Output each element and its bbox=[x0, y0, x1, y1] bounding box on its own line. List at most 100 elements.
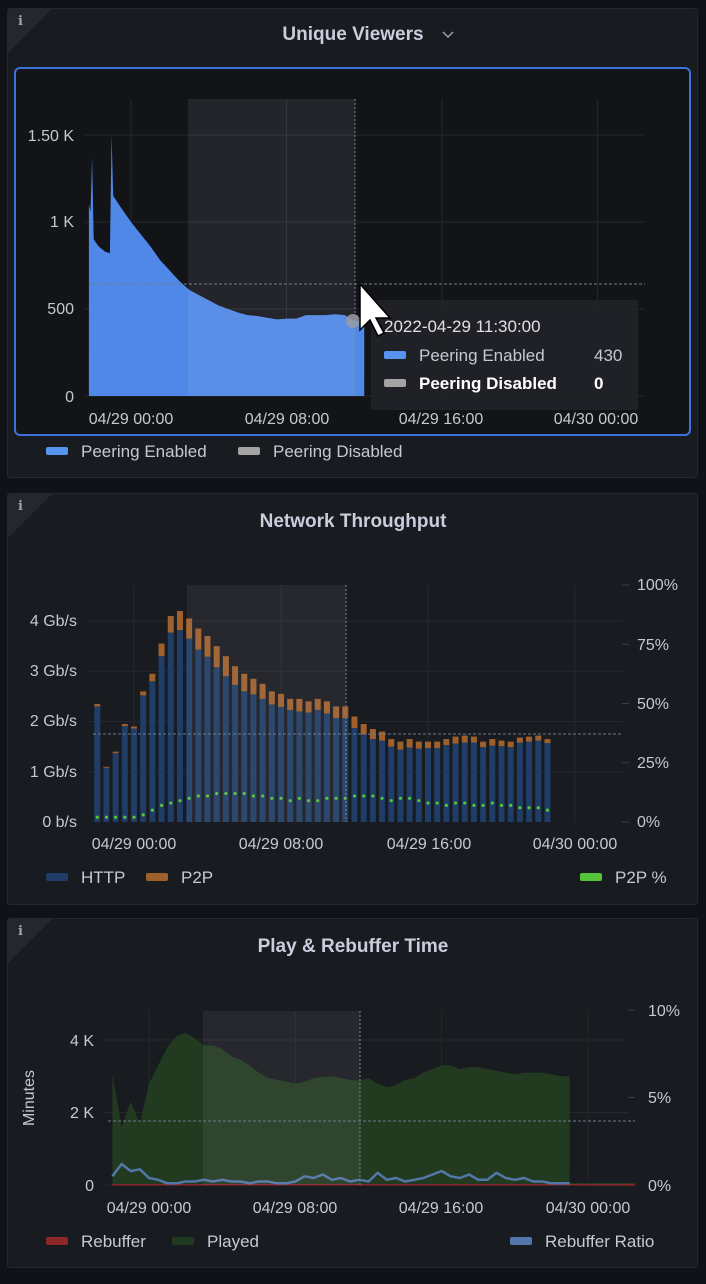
bar-http bbox=[278, 706, 284, 822]
bar-p2p bbox=[259, 683, 266, 699]
panel-title[interactable]: Play & Rebuffer Time bbox=[258, 936, 449, 957]
y-tick-label: 500 bbox=[47, 301, 74, 318]
bar-http bbox=[250, 694, 257, 822]
legend-swatch bbox=[510, 1237, 532, 1245]
point-p2p-pct bbox=[325, 796, 329, 800]
point-p2p-pct bbox=[95, 815, 99, 819]
point-p2p-pct bbox=[426, 801, 430, 805]
y-tick-label: 0 bbox=[65, 389, 74, 406]
panel-network-throughput: i bbox=[7, 493, 698, 905]
point-p2p-pct bbox=[352, 794, 357, 798]
x-tick-label: 04/29 16:00 bbox=[399, 1200, 484, 1217]
bar-p2p bbox=[323, 701, 330, 714]
series-area-played bbox=[112, 1032, 570, 1185]
tooltip-swatch bbox=[384, 379, 406, 387]
legend-item-played[interactable]: Played bbox=[207, 1232, 259, 1251]
bar-http bbox=[222, 676, 229, 822]
x-tick-label: 04/29 16:00 bbox=[399, 411, 484, 428]
bar-p2p bbox=[470, 736, 477, 743]
legend-item-peering-disabled[interactable]: Peering Disabled bbox=[273, 442, 402, 461]
x-tick-label: 04/29 08:00 bbox=[253, 1200, 338, 1217]
info-icon[interactable]: i bbox=[18, 499, 23, 514]
legend-item-peering-enabled[interactable]: Peering Enabled bbox=[81, 442, 207, 461]
bar-http bbox=[232, 684, 239, 822]
point-p2p-pct bbox=[288, 799, 292, 803]
point-p2p-pct bbox=[545, 808, 550, 812]
point-p2p-pct bbox=[490, 801, 494, 805]
bar-p2p bbox=[314, 698, 321, 710]
bar-http bbox=[397, 749, 404, 822]
bar-p2p bbox=[434, 741, 441, 749]
bar-p2p bbox=[241, 673, 248, 692]
bar-p2p bbox=[397, 741, 404, 750]
bar-http bbox=[103, 767, 110, 822]
legend-swatch bbox=[238, 447, 260, 455]
bar-http bbox=[388, 746, 395, 822]
bar-p2p bbox=[480, 741, 487, 748]
bar-http bbox=[452, 743, 459, 822]
y-tick-label: 1 Gb/s bbox=[30, 764, 77, 781]
hover-point bbox=[346, 314, 360, 328]
panel-title[interactable]: Network Throughput bbox=[260, 511, 447, 532]
point-p2p-pct bbox=[233, 791, 237, 796]
point-p2p-pct bbox=[472, 803, 476, 808]
y2-tick-label: 0% bbox=[648, 1178, 671, 1195]
point-p2p-pct bbox=[159, 803, 164, 808]
tooltip-swatch bbox=[384, 351, 406, 359]
x-tick-label: 04/29 16:00 bbox=[387, 836, 472, 853]
bar-p2p bbox=[379, 731, 386, 741]
series-line-rebuffer-ratio bbox=[111, 1162, 570, 1185]
point-p2p-pct bbox=[536, 806, 540, 810]
x-tick-label: 04/30 00:00 bbox=[546, 1200, 631, 1217]
point-p2p-pct bbox=[196, 794, 200, 798]
y2-tick-label: 75% bbox=[637, 637, 669, 654]
bar-p2p bbox=[333, 706, 340, 718]
bar-p2p bbox=[195, 628, 202, 650]
bar-p2p bbox=[526, 736, 533, 742]
bar-p2p bbox=[415, 741, 422, 749]
panel-info-corner[interactable] bbox=[8, 494, 52, 538]
bar-p2p bbox=[140, 691, 147, 696]
point-p2p-pct bbox=[215, 791, 219, 796]
y-tick-label: 2 K bbox=[70, 1105, 94, 1122]
bar-http bbox=[268, 704, 275, 822]
bar-p2p bbox=[94, 703, 101, 707]
bar-p2p bbox=[544, 739, 551, 744]
chevron-down-icon[interactable] bbox=[442, 31, 454, 39]
panel-info-corner[interactable] bbox=[8, 919, 52, 963]
bar-http bbox=[195, 649, 202, 822]
bar-p2p bbox=[498, 740, 505, 747]
point-p2p-pct bbox=[481, 803, 485, 808]
point-p2p-pct bbox=[306, 799, 311, 803]
legend-item-rebuffer-ratio[interactable]: Rebuffer Ratio bbox=[545, 1232, 654, 1251]
bar-p2p bbox=[443, 739, 450, 746]
x-tick-label: 04/29 08:00 bbox=[239, 836, 324, 853]
info-icon[interactable]: i bbox=[18, 14, 23, 29]
legend-item-p2p[interactable]: P2P bbox=[181, 868, 213, 887]
bar-p2p bbox=[507, 741, 514, 748]
panel-info-corner[interactable] bbox=[8, 9, 52, 53]
bar-p2p bbox=[131, 726, 137, 729]
tooltip-label: Peering Enabled bbox=[419, 346, 545, 365]
bar-http bbox=[112, 753, 119, 822]
legend-item-p2p-pct[interactable]: P2P % bbox=[615, 868, 667, 887]
legend-swatch bbox=[146, 873, 168, 881]
point-p2p-pct bbox=[169, 801, 173, 805]
info-icon[interactable]: i bbox=[18, 924, 23, 939]
bar-http bbox=[369, 739, 376, 822]
bar-p2p bbox=[250, 678, 257, 695]
legend-item-http[interactable]: HTTP bbox=[81, 868, 125, 887]
y2-tick-label: 50% bbox=[637, 696, 669, 713]
legend-item-rebuffer[interactable]: Rebuffer bbox=[81, 1232, 146, 1251]
bar-http bbox=[507, 747, 514, 822]
bar-p2p bbox=[232, 666, 239, 685]
panel-title[interactable]: Unique Viewers bbox=[282, 24, 423, 45]
bar-http bbox=[333, 717, 340, 822]
point-p2p-pct bbox=[371, 794, 375, 798]
bar-http bbox=[241, 691, 248, 822]
x-tick-label: 04/29 00:00 bbox=[92, 836, 177, 853]
bar-http bbox=[259, 698, 266, 822]
y-axis-label: Minutes bbox=[21, 1070, 38, 1126]
bar-http bbox=[498, 746, 505, 822]
time-region-highlight bbox=[188, 99, 355, 396]
